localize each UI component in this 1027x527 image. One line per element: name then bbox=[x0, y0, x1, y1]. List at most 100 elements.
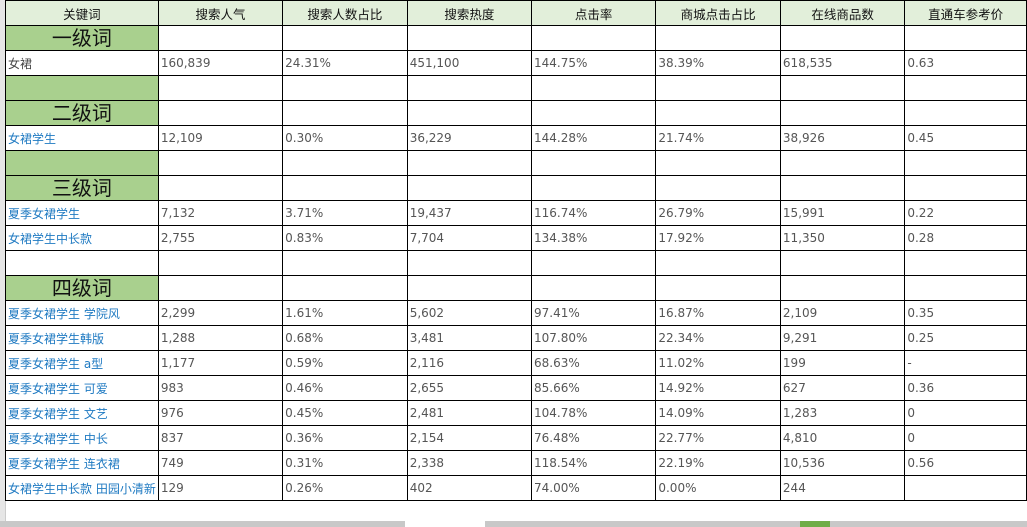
cell[interactable] bbox=[655, 275, 781, 301]
cell[interactable]: 451,100 bbox=[406, 50, 533, 76]
cell[interactable]: 118.54% bbox=[531, 450, 657, 476]
cell[interactable] bbox=[157, 175, 284, 201]
cell[interactable] bbox=[904, 475, 1027, 501]
cell[interactable]: 11,350 bbox=[779, 225, 906, 251]
cell[interactable] bbox=[157, 25, 284, 51]
column-header[interactable]: 商城点击占比 bbox=[655, 0, 781, 26]
keyword-cell[interactable]: 夏季女裙学生 a型 bbox=[5, 350, 159, 376]
cell[interactable]: 144.75% bbox=[531, 50, 657, 76]
column-header[interactable]: 搜索人气 bbox=[157, 0, 284, 26]
cell[interactable]: 22.77% bbox=[655, 425, 781, 451]
cell[interactable]: 26.79% bbox=[655, 200, 781, 226]
cell[interactable]: 2,299 bbox=[157, 300, 284, 326]
cell[interactable] bbox=[282, 25, 408, 51]
cell[interactable]: 3.71% bbox=[282, 200, 408, 226]
cell[interactable]: 129 bbox=[157, 475, 284, 501]
cell[interactable]: 0.30% bbox=[282, 125, 408, 151]
cell[interactable]: 0.28 bbox=[904, 225, 1027, 251]
cell[interactable]: 21.74% bbox=[655, 125, 781, 151]
cell[interactable]: 1,288 bbox=[157, 325, 284, 351]
keyword-cell[interactable]: 夏季女裙学生 可爱 bbox=[5, 375, 159, 401]
cell[interactable]: 36,229 bbox=[406, 125, 533, 151]
cell[interactable]: 107.80% bbox=[531, 325, 657, 351]
cell[interactable] bbox=[5, 75, 159, 101]
cell[interactable] bbox=[779, 25, 906, 51]
cell[interactable]: 17.92% bbox=[655, 225, 781, 251]
cell[interactable]: 0 bbox=[904, 425, 1027, 451]
cell[interactable] bbox=[779, 150, 906, 176]
cell[interactable] bbox=[157, 100, 284, 126]
cell[interactable]: 7,132 bbox=[157, 200, 284, 226]
cell[interactable]: 2,655 bbox=[406, 375, 533, 401]
cell[interactable]: 0.26% bbox=[282, 475, 408, 501]
cell[interactable]: 134.38% bbox=[531, 225, 657, 251]
keyword-cell[interactable]: 夏季女裙学生 学院风 bbox=[5, 300, 159, 326]
cell[interactable]: 976 bbox=[157, 400, 284, 426]
level-label[interactable]: 三级词 bbox=[5, 175, 159, 201]
cell[interactable]: 104.78% bbox=[531, 400, 657, 426]
cell[interactable]: 1.61% bbox=[282, 300, 408, 326]
cell[interactable]: 3,481 bbox=[406, 325, 533, 351]
cell[interactable] bbox=[531, 25, 657, 51]
horizontal-scrollbar[interactable] bbox=[0, 521, 1027, 527]
cell[interactable]: 38,926 bbox=[779, 125, 906, 151]
cell[interactable]: 0.31% bbox=[282, 450, 408, 476]
cell[interactable] bbox=[531, 150, 657, 176]
cell[interactable]: 68.63% bbox=[531, 350, 657, 376]
cell[interactable]: 2,481 bbox=[406, 400, 533, 426]
keyword-cell[interactable]: 夏季女裙学生 文艺 bbox=[5, 400, 159, 426]
cell[interactable]: 0.45% bbox=[282, 400, 408, 426]
keyword-cell[interactable]: 夏季女裙学生 bbox=[5, 200, 159, 226]
cell[interactable] bbox=[904, 275, 1027, 301]
column-header[interactable]: 在线商品数 bbox=[779, 0, 906, 26]
cell[interactable] bbox=[5, 150, 159, 176]
cell[interactable] bbox=[406, 250, 533, 276]
cell[interactable]: 10,536 bbox=[779, 450, 906, 476]
cell[interactable] bbox=[157, 150, 284, 176]
cell[interactable] bbox=[406, 100, 533, 126]
cell[interactable]: 15,991 bbox=[779, 200, 906, 226]
scrollbar-thumb[interactable] bbox=[800, 521, 830, 527]
keyword-cell[interactable]: 女裙学生 bbox=[5, 125, 159, 151]
cell[interactable] bbox=[157, 275, 284, 301]
keyword-cell[interactable]: 女裙学生中长款 田园小清新 bbox=[5, 475, 159, 501]
cell[interactable] bbox=[282, 250, 408, 276]
cell[interactable]: 0.22 bbox=[904, 200, 1027, 226]
cell[interactable] bbox=[282, 275, 408, 301]
column-header[interactable]: 直通车参考价 bbox=[904, 0, 1027, 26]
cell[interactable] bbox=[779, 250, 906, 276]
cell[interactable] bbox=[904, 150, 1027, 176]
cell[interactable]: 0.25 bbox=[904, 325, 1027, 351]
column-header[interactable]: 搜索人数占比 bbox=[282, 0, 408, 26]
cell[interactable]: 14.09% bbox=[655, 400, 781, 426]
cell[interactable]: 116.74% bbox=[531, 200, 657, 226]
cell[interactable] bbox=[655, 175, 781, 201]
cell[interactable] bbox=[406, 150, 533, 176]
cell[interactable] bbox=[655, 150, 781, 176]
cell[interactable]: - bbox=[904, 350, 1027, 376]
cell[interactable]: 0.35 bbox=[904, 300, 1027, 326]
cell[interactable]: 14.92% bbox=[655, 375, 781, 401]
cell[interactable]: 85.66% bbox=[531, 375, 657, 401]
cell[interactable]: 2,755 bbox=[157, 225, 284, 251]
cell[interactable]: 0.56 bbox=[904, 450, 1027, 476]
cell[interactable] bbox=[779, 100, 906, 126]
cell[interactable]: 0.59% bbox=[282, 350, 408, 376]
cell[interactable]: 627 bbox=[779, 375, 906, 401]
cell[interactable]: 4,810 bbox=[779, 425, 906, 451]
cell[interactable] bbox=[406, 175, 533, 201]
cell[interactable]: 749 bbox=[157, 450, 284, 476]
column-header[interactable]: 点击率 bbox=[531, 0, 657, 26]
cell[interactable] bbox=[655, 25, 781, 51]
cell[interactable]: 199 bbox=[779, 350, 906, 376]
cell[interactable]: 1,177 bbox=[157, 350, 284, 376]
level-label[interactable]: 一级词 bbox=[5, 25, 159, 51]
cell[interactable]: 12,109 bbox=[157, 125, 284, 151]
keyword-cell[interactable]: 夏季女裙学生韩版 bbox=[5, 325, 159, 351]
cell[interactable] bbox=[282, 100, 408, 126]
cell[interactable] bbox=[779, 175, 906, 201]
cell[interactable] bbox=[655, 75, 781, 101]
cell[interactable]: 0.63 bbox=[904, 50, 1027, 76]
level-label[interactable]: 二级词 bbox=[5, 100, 159, 126]
keyword-cell[interactable]: 女裙学生中长款 bbox=[5, 225, 159, 251]
